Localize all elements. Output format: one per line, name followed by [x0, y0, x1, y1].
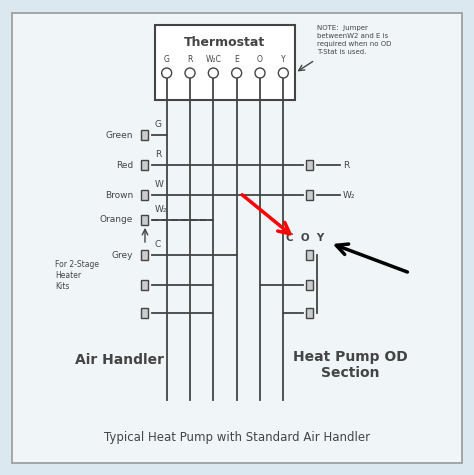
Text: Y: Y	[281, 55, 286, 64]
FancyBboxPatch shape	[142, 215, 148, 225]
FancyBboxPatch shape	[155, 25, 295, 100]
Text: Air Handler: Air Handler	[75, 353, 164, 367]
Text: W₂C: W₂C	[205, 55, 221, 64]
Text: G: G	[164, 55, 170, 64]
FancyBboxPatch shape	[142, 130, 148, 140]
FancyBboxPatch shape	[142, 250, 148, 260]
Text: O: O	[257, 55, 263, 64]
Text: R: R	[155, 150, 161, 159]
FancyBboxPatch shape	[307, 250, 313, 260]
FancyBboxPatch shape	[307, 160, 313, 170]
Text: Brown: Brown	[105, 190, 133, 200]
Circle shape	[209, 68, 219, 78]
Text: E: E	[234, 55, 239, 64]
Text: W: W	[155, 180, 164, 189]
Text: R: R	[343, 161, 349, 170]
FancyBboxPatch shape	[307, 280, 313, 290]
FancyBboxPatch shape	[307, 190, 313, 200]
Circle shape	[162, 68, 172, 78]
Text: W₂: W₂	[343, 190, 356, 200]
Text: C  O  Y: C O Y	[286, 233, 324, 243]
Text: Grey: Grey	[111, 250, 133, 259]
Text: Heat Pump OD
Section: Heat Pump OD Section	[292, 350, 407, 380]
Text: For 2-Stage
Heater
Kits: For 2-Stage Heater Kits	[55, 260, 99, 291]
Circle shape	[255, 68, 265, 78]
Text: C: C	[155, 240, 161, 249]
Text: Thermostat: Thermostat	[184, 37, 265, 49]
Text: G: G	[155, 120, 162, 129]
FancyBboxPatch shape	[12, 13, 462, 463]
Text: W₂: W₂	[155, 205, 167, 214]
Text: Green: Green	[106, 131, 133, 140]
Circle shape	[278, 68, 288, 78]
Text: Orange: Orange	[100, 216, 133, 225]
FancyBboxPatch shape	[142, 308, 148, 318]
FancyBboxPatch shape	[142, 190, 148, 200]
Circle shape	[185, 68, 195, 78]
FancyBboxPatch shape	[142, 280, 148, 290]
Text: NOTE:  Jumper
betweenW2 and E is
required when no OD
T-Stat is used.: NOTE: Jumper betweenW2 and E is required…	[317, 25, 392, 55]
Text: R: R	[187, 55, 193, 64]
Text: Red: Red	[116, 161, 133, 170]
Circle shape	[232, 68, 242, 78]
FancyBboxPatch shape	[142, 160, 148, 170]
FancyBboxPatch shape	[307, 308, 313, 318]
Text: Typical Heat Pump with Standard Air Handler: Typical Heat Pump with Standard Air Hand…	[104, 430, 370, 444]
